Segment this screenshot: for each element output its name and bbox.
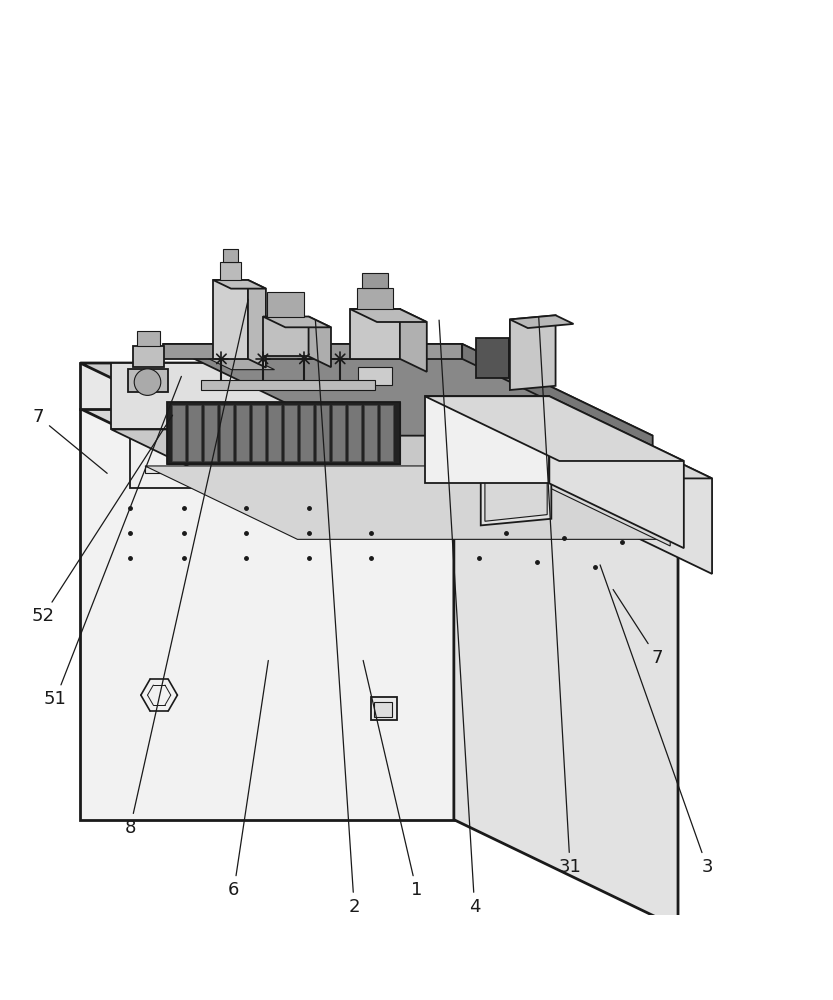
Bar bbox=[220, 405, 233, 461]
Bar bbox=[350, 309, 400, 359]
Polygon shape bbox=[80, 363, 454, 409]
Bar bbox=[332, 405, 345, 461]
Bar bbox=[267, 405, 282, 461]
Polygon shape bbox=[145, 466, 671, 539]
Bar bbox=[167, 402, 400, 464]
Bar bbox=[316, 405, 329, 461]
Bar bbox=[220, 262, 242, 280]
Polygon shape bbox=[443, 363, 667, 537]
Polygon shape bbox=[80, 409, 678, 517]
Text: 1: 1 bbox=[363, 660, 422, 899]
Polygon shape bbox=[163, 344, 653, 436]
Bar bbox=[132, 346, 164, 367]
Bar bbox=[267, 292, 304, 317]
Text: 4: 4 bbox=[439, 320, 481, 916]
Bar bbox=[380, 405, 393, 461]
Polygon shape bbox=[263, 317, 331, 327]
Polygon shape bbox=[510, 315, 573, 328]
Polygon shape bbox=[510, 315, 556, 390]
Polygon shape bbox=[425, 396, 549, 483]
Bar bbox=[364, 405, 377, 461]
Bar bbox=[213, 280, 248, 359]
Polygon shape bbox=[481, 469, 551, 525]
Polygon shape bbox=[549, 396, 684, 548]
Polygon shape bbox=[462, 344, 653, 451]
Polygon shape bbox=[112, 429, 667, 537]
Bar bbox=[187, 405, 201, 461]
Circle shape bbox=[134, 369, 161, 395]
Text: 6: 6 bbox=[228, 660, 268, 899]
Bar bbox=[203, 405, 217, 461]
Polygon shape bbox=[130, 392, 533, 488]
Bar bbox=[137, 331, 160, 346]
Polygon shape bbox=[518, 466, 671, 546]
Polygon shape bbox=[80, 363, 678, 471]
Polygon shape bbox=[209, 359, 275, 370]
Polygon shape bbox=[400, 309, 426, 372]
Polygon shape bbox=[425, 396, 684, 461]
Bar bbox=[252, 405, 265, 461]
Text: 7: 7 bbox=[613, 590, 663, 667]
Polygon shape bbox=[510, 338, 525, 386]
Bar bbox=[236, 405, 249, 461]
Text: 31: 31 bbox=[539, 317, 581, 876]
Polygon shape bbox=[213, 280, 266, 289]
Bar bbox=[201, 380, 375, 390]
Polygon shape bbox=[454, 363, 678, 517]
Bar bbox=[371, 697, 397, 720]
Bar bbox=[263, 317, 308, 356]
Polygon shape bbox=[112, 363, 443, 429]
Bar bbox=[284, 405, 297, 461]
Polygon shape bbox=[248, 280, 266, 367]
Bar bbox=[347, 405, 362, 461]
Polygon shape bbox=[80, 409, 454, 820]
Polygon shape bbox=[533, 392, 712, 574]
Bar bbox=[172, 405, 185, 461]
Polygon shape bbox=[454, 409, 678, 928]
Bar bbox=[223, 249, 238, 262]
Bar bbox=[374, 702, 392, 717]
Polygon shape bbox=[163, 344, 462, 359]
Polygon shape bbox=[145, 466, 518, 473]
Text: 7: 7 bbox=[33, 408, 107, 473]
Text: 51: 51 bbox=[44, 376, 182, 708]
Polygon shape bbox=[350, 309, 426, 322]
Text: 2: 2 bbox=[316, 320, 360, 916]
Bar bbox=[358, 367, 392, 385]
Polygon shape bbox=[167, 402, 400, 464]
Text: 8: 8 bbox=[124, 299, 248, 837]
Text: 3: 3 bbox=[600, 565, 713, 876]
Polygon shape bbox=[485, 473, 547, 521]
Bar bbox=[357, 288, 393, 309]
Bar bbox=[128, 369, 168, 392]
Bar bbox=[300, 405, 313, 461]
Polygon shape bbox=[308, 317, 331, 367]
Bar bbox=[476, 338, 510, 378]
Text: 52: 52 bbox=[32, 415, 172, 625]
Bar bbox=[362, 273, 388, 288]
Polygon shape bbox=[130, 392, 712, 478]
